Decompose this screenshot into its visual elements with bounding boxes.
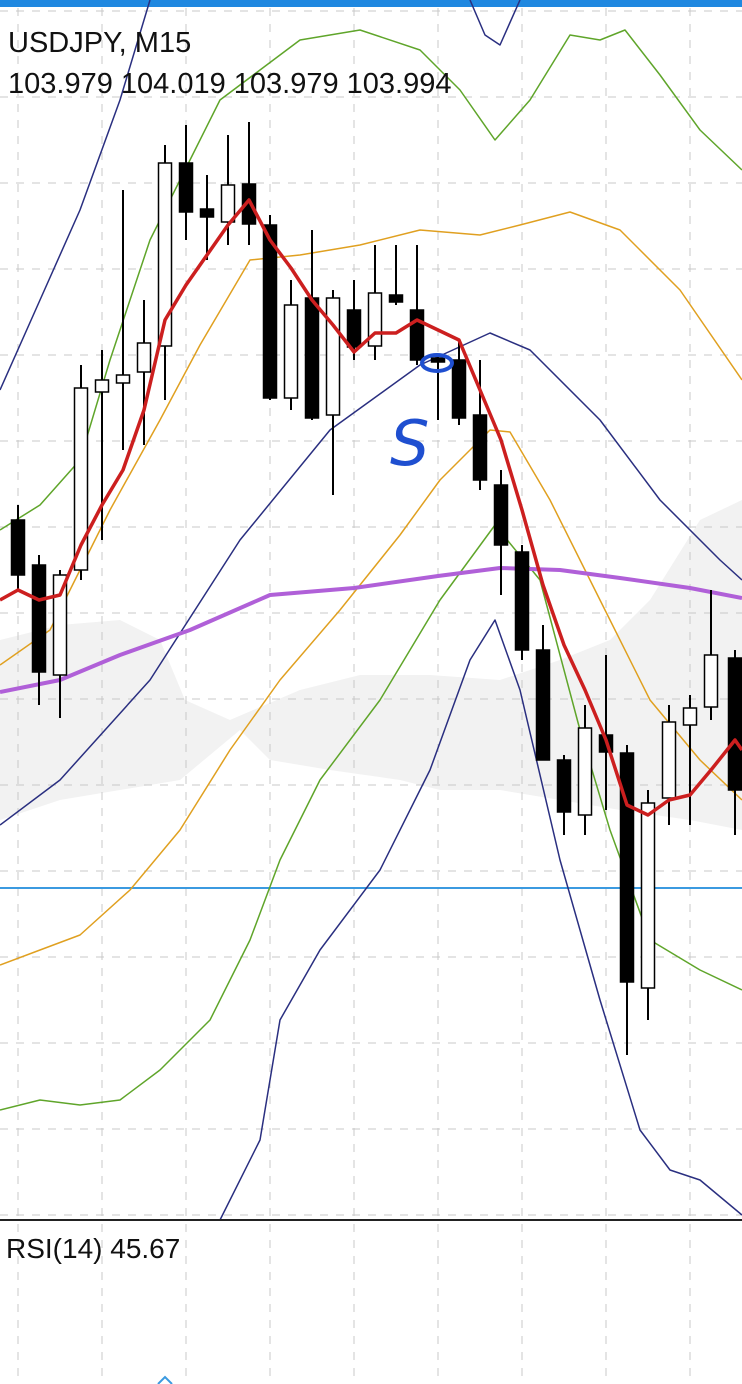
candle-body: [115, 374, 131, 384]
candle-body: [682, 707, 698, 726]
candle-body: [430, 357, 446, 363]
candle-body: [94, 379, 110, 393]
candle-body: [640, 802, 656, 989]
candle-body: [31, 564, 47, 673]
ohlc: 103.979 104.019 103.979 103.994: [8, 68, 451, 100]
candle-body: [304, 297, 320, 419]
indicators: [0, 0, 742, 1221]
candle-body: [451, 359, 467, 419]
candle-body: [577, 727, 593, 816]
annotation: S: [390, 407, 429, 480]
candle-body: [346, 309, 362, 348]
candle-body: [727, 657, 742, 791]
candle-body: [178, 162, 194, 213]
candle-body: [199, 208, 215, 218]
indicator-line: [219, 619, 742, 1221]
candle-body: [472, 414, 488, 481]
candle-body: [556, 759, 572, 813]
candle-body: [325, 297, 341, 416]
indicator-line: [0, 0, 151, 391]
indicator-line: [0, 429, 742, 966]
indicator-line: [0, 524, 742, 1111]
candle-body: [703, 654, 719, 708]
candle-body: [10, 519, 26, 576]
candle-body: [283, 304, 299, 399]
candle-body: [157, 162, 173, 347]
candle-body: [262, 224, 278, 399]
candle-body: [619, 752, 635, 983]
indicator-line: [0, 332, 742, 826]
candle-body: [73, 387, 89, 571]
candle-body: [241, 183, 257, 225]
candle-body: [388, 294, 404, 303]
candle-body: [409, 309, 425, 361]
candle-body: [535, 649, 551, 761]
candle-body: [220, 184, 236, 223]
indicator-line: [469, 0, 521, 46]
symbol: USDJPY, M15: [8, 27, 191, 59]
candle-body: [514, 551, 530, 651]
candles: [10, 122, 742, 1055]
candle-body: [661, 721, 677, 799]
indicator-line: [0, 29, 742, 531]
top-bar: [0, 0, 742, 7]
rsi-line: [157, 1375, 173, 1384]
rsi-label: RSI(14) 45.67: [6, 1233, 180, 1264]
annotation-circle: [420, 353, 454, 373]
indicator-line: [0, 211, 742, 666]
candle-body: [136, 342, 152, 373]
candle-body: [52, 574, 68, 676]
candle-body: [493, 484, 509, 546]
moving-average: [0, 198, 742, 817]
indicator-line: [0, 566, 742, 694]
